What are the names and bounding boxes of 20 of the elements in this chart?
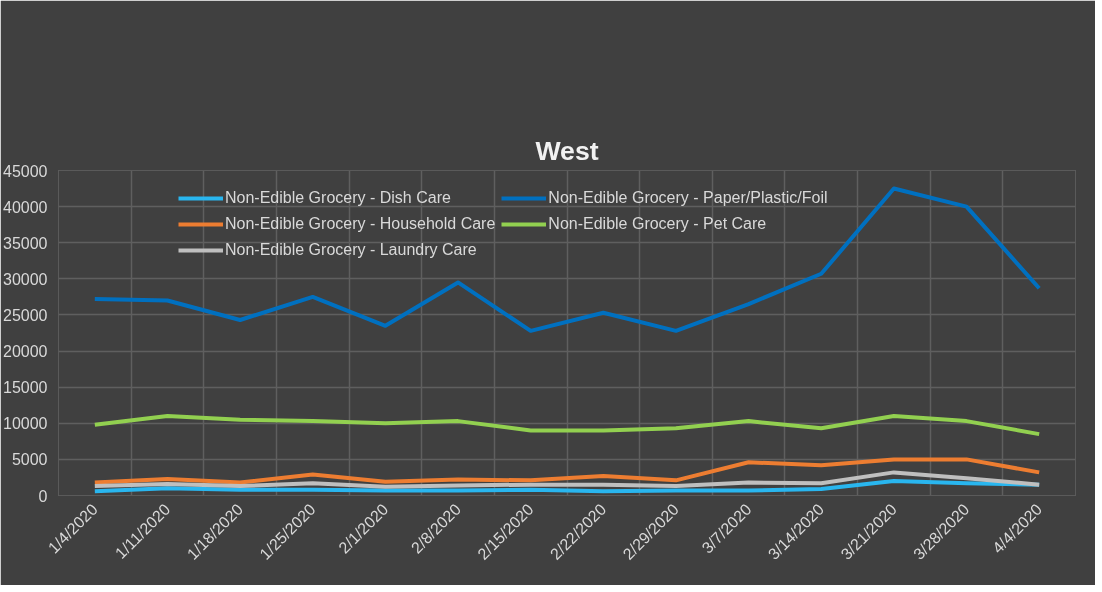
y-tick-label: 30000 [3, 270, 48, 288]
legend-label: Non-Edible Grocery - Household Care [225, 215, 496, 233]
y-tick-label: 20000 [3, 343, 48, 361]
y-tick-label: 0 [38, 487, 48, 505]
line-series [92, 457, 1042, 485]
line-series [92, 186, 1042, 333]
legend-label: Non-Edible Grocery - Pet Care [548, 215, 767, 233]
line-series [92, 414, 1042, 437]
legend-label: Non-Edible Grocery - Dish Care [225, 189, 451, 207]
y-tick-label: 25000 [3, 306, 48, 324]
y-tick-label: 10000 [3, 415, 48, 433]
y-tick-label: 5000 [11, 451, 48, 469]
y-tick-label: 35000 [3, 234, 48, 252]
legend-label: Non-Edible Grocery - Paper/Plastic/Foil [548, 189, 828, 207]
legend-label: Non-Edible Grocery - Laundry Care [225, 241, 477, 259]
line-series [92, 470, 1042, 489]
y-tick-label: 45000 [3, 162, 48, 180]
chart-title: West [535, 135, 599, 166]
y-tick-label: 15000 [3, 379, 48, 397]
y-tick-label: 40000 [3, 198, 48, 216]
